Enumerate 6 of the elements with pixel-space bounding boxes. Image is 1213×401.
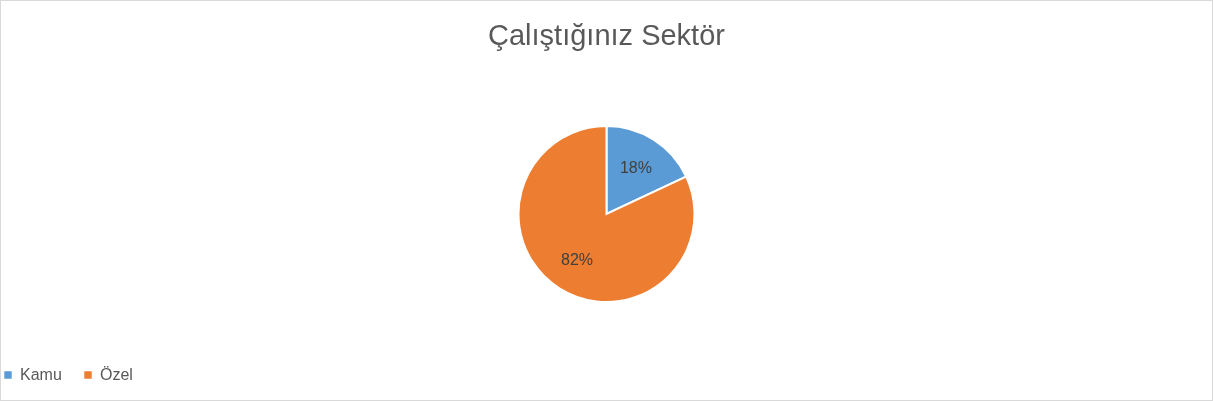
data-label: 82%: [561, 251, 594, 269]
data-label: 18%: [619, 158, 652, 176]
legend-label: Kamu: [20, 366, 62, 383]
pie-slice: [517, 125, 696, 303]
chart-title: Çalıştığınız Sektör: [488, 19, 726, 51]
legend-label: Özel: [100, 366, 133, 383]
